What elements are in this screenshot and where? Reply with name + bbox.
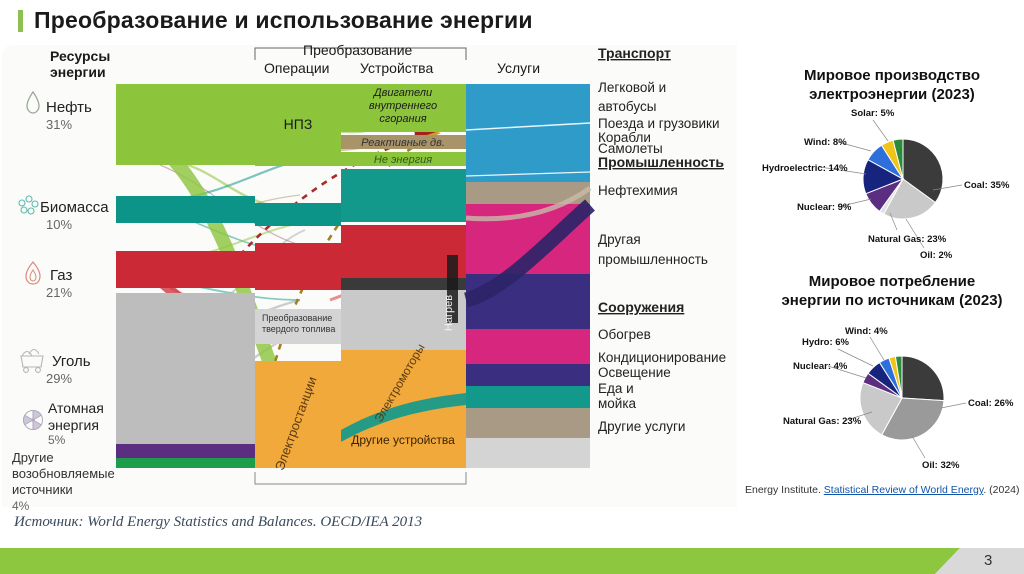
svg-text:твердого топлива: твердого топлива bbox=[262, 324, 335, 334]
svg-text:автобусы: автобусы bbox=[598, 99, 656, 114]
svg-text:Сооружения: Сооружения bbox=[598, 299, 684, 315]
svg-text:Coal: 35%: Coal: 35% bbox=[964, 180, 1010, 191]
svg-text:Natural Gas: 23%: Natural Gas: 23% bbox=[783, 416, 862, 427]
svg-text:Nuclear: 4%: Nuclear: 4% bbox=[793, 361, 848, 372]
svg-text:Другие устройства: Другие устройства bbox=[351, 433, 455, 447]
svg-text:сгорания: сгорания bbox=[379, 113, 426, 125]
svg-text:Промышленность: Промышленность bbox=[598, 154, 724, 170]
svg-text:Другие услуги: Другие услуги bbox=[598, 419, 685, 434]
svg-text:Не энергия: Не энергия bbox=[374, 154, 432, 166]
svg-text:Coal: 26%: Coal: 26% bbox=[968, 398, 1014, 409]
svg-text:Еда и: Еда и bbox=[598, 381, 634, 396]
svg-text:Oil: 32%: Oil: 32% bbox=[922, 460, 960, 471]
svg-text:Поезда и грузовики: Поезда и грузовики bbox=[598, 116, 719, 131]
svg-text:Освещение: Освещение bbox=[598, 365, 671, 380]
svg-text:Oil: 2%: Oil: 2% bbox=[920, 250, 953, 261]
svg-text:Двигатели: Двигатели bbox=[372, 87, 432, 99]
svg-text:Преобразование: Преобразование bbox=[262, 313, 332, 323]
svg-text:Уголь: Уголь bbox=[52, 353, 91, 370]
svg-text:10%: 10% bbox=[46, 217, 72, 232]
svg-text:Nuclear: 9%: Nuclear: 9% bbox=[797, 202, 852, 213]
svg-text:Wind: 8%: Wind: 8% bbox=[804, 137, 847, 148]
svg-text:энергия: энергия bbox=[48, 417, 99, 433]
svg-text:5%: 5% bbox=[48, 433, 66, 447]
svg-text:Hydroelectric: 14%: Hydroelectric: 14% bbox=[762, 163, 848, 174]
svg-text:Wind: 4%: Wind: 4% bbox=[845, 326, 888, 337]
svg-text:мойка: мойка bbox=[598, 396, 637, 411]
svg-text:Нагрев: Нагрев bbox=[443, 295, 455, 331]
svg-text:Обогрев: Обогрев bbox=[598, 327, 651, 342]
svg-text:Транспорт: Транспорт bbox=[598, 45, 671, 61]
svg-text:источники: источники bbox=[12, 482, 73, 497]
svg-text:Атомная: Атомная bbox=[48, 400, 104, 416]
svg-text:21%: 21% bbox=[46, 285, 72, 300]
svg-text:НПЗ: НПЗ bbox=[284, 116, 313, 132]
svg-text:Биомасса: Биомасса bbox=[40, 199, 109, 216]
svg-text:промышленность: промышленность bbox=[598, 252, 708, 267]
svg-text:Легковой и: Легковой и bbox=[598, 80, 666, 95]
svg-text:4%: 4% bbox=[12, 499, 30, 513]
svg-text:31%: 31% bbox=[46, 117, 72, 132]
svg-text:внутреннего: внутреннего bbox=[369, 100, 437, 112]
svg-text:Natural Gas: 23%: Natural Gas: 23% bbox=[868, 234, 947, 245]
svg-text:Solar: 5%: Solar: 5% bbox=[851, 108, 895, 119]
svg-text:Реактивные дв.: Реактивные дв. bbox=[361, 137, 445, 149]
svg-text:возобновляемые: возобновляемые bbox=[12, 466, 115, 481]
svg-text:Газ: Газ bbox=[50, 267, 72, 284]
svg-text:Нефтехимия: Нефтехимия bbox=[598, 183, 678, 198]
svg-text:Другая: Другая bbox=[598, 232, 641, 247]
svg-text:29%: 29% bbox=[46, 371, 72, 386]
svg-text:Другие: Другие bbox=[12, 450, 54, 465]
svg-text:Hydro: 6%: Hydro: 6% bbox=[802, 337, 850, 348]
svg-text:Нефть: Нефть bbox=[46, 99, 92, 116]
svg-text:Кондиционирование: Кондиционирование bbox=[598, 350, 726, 365]
